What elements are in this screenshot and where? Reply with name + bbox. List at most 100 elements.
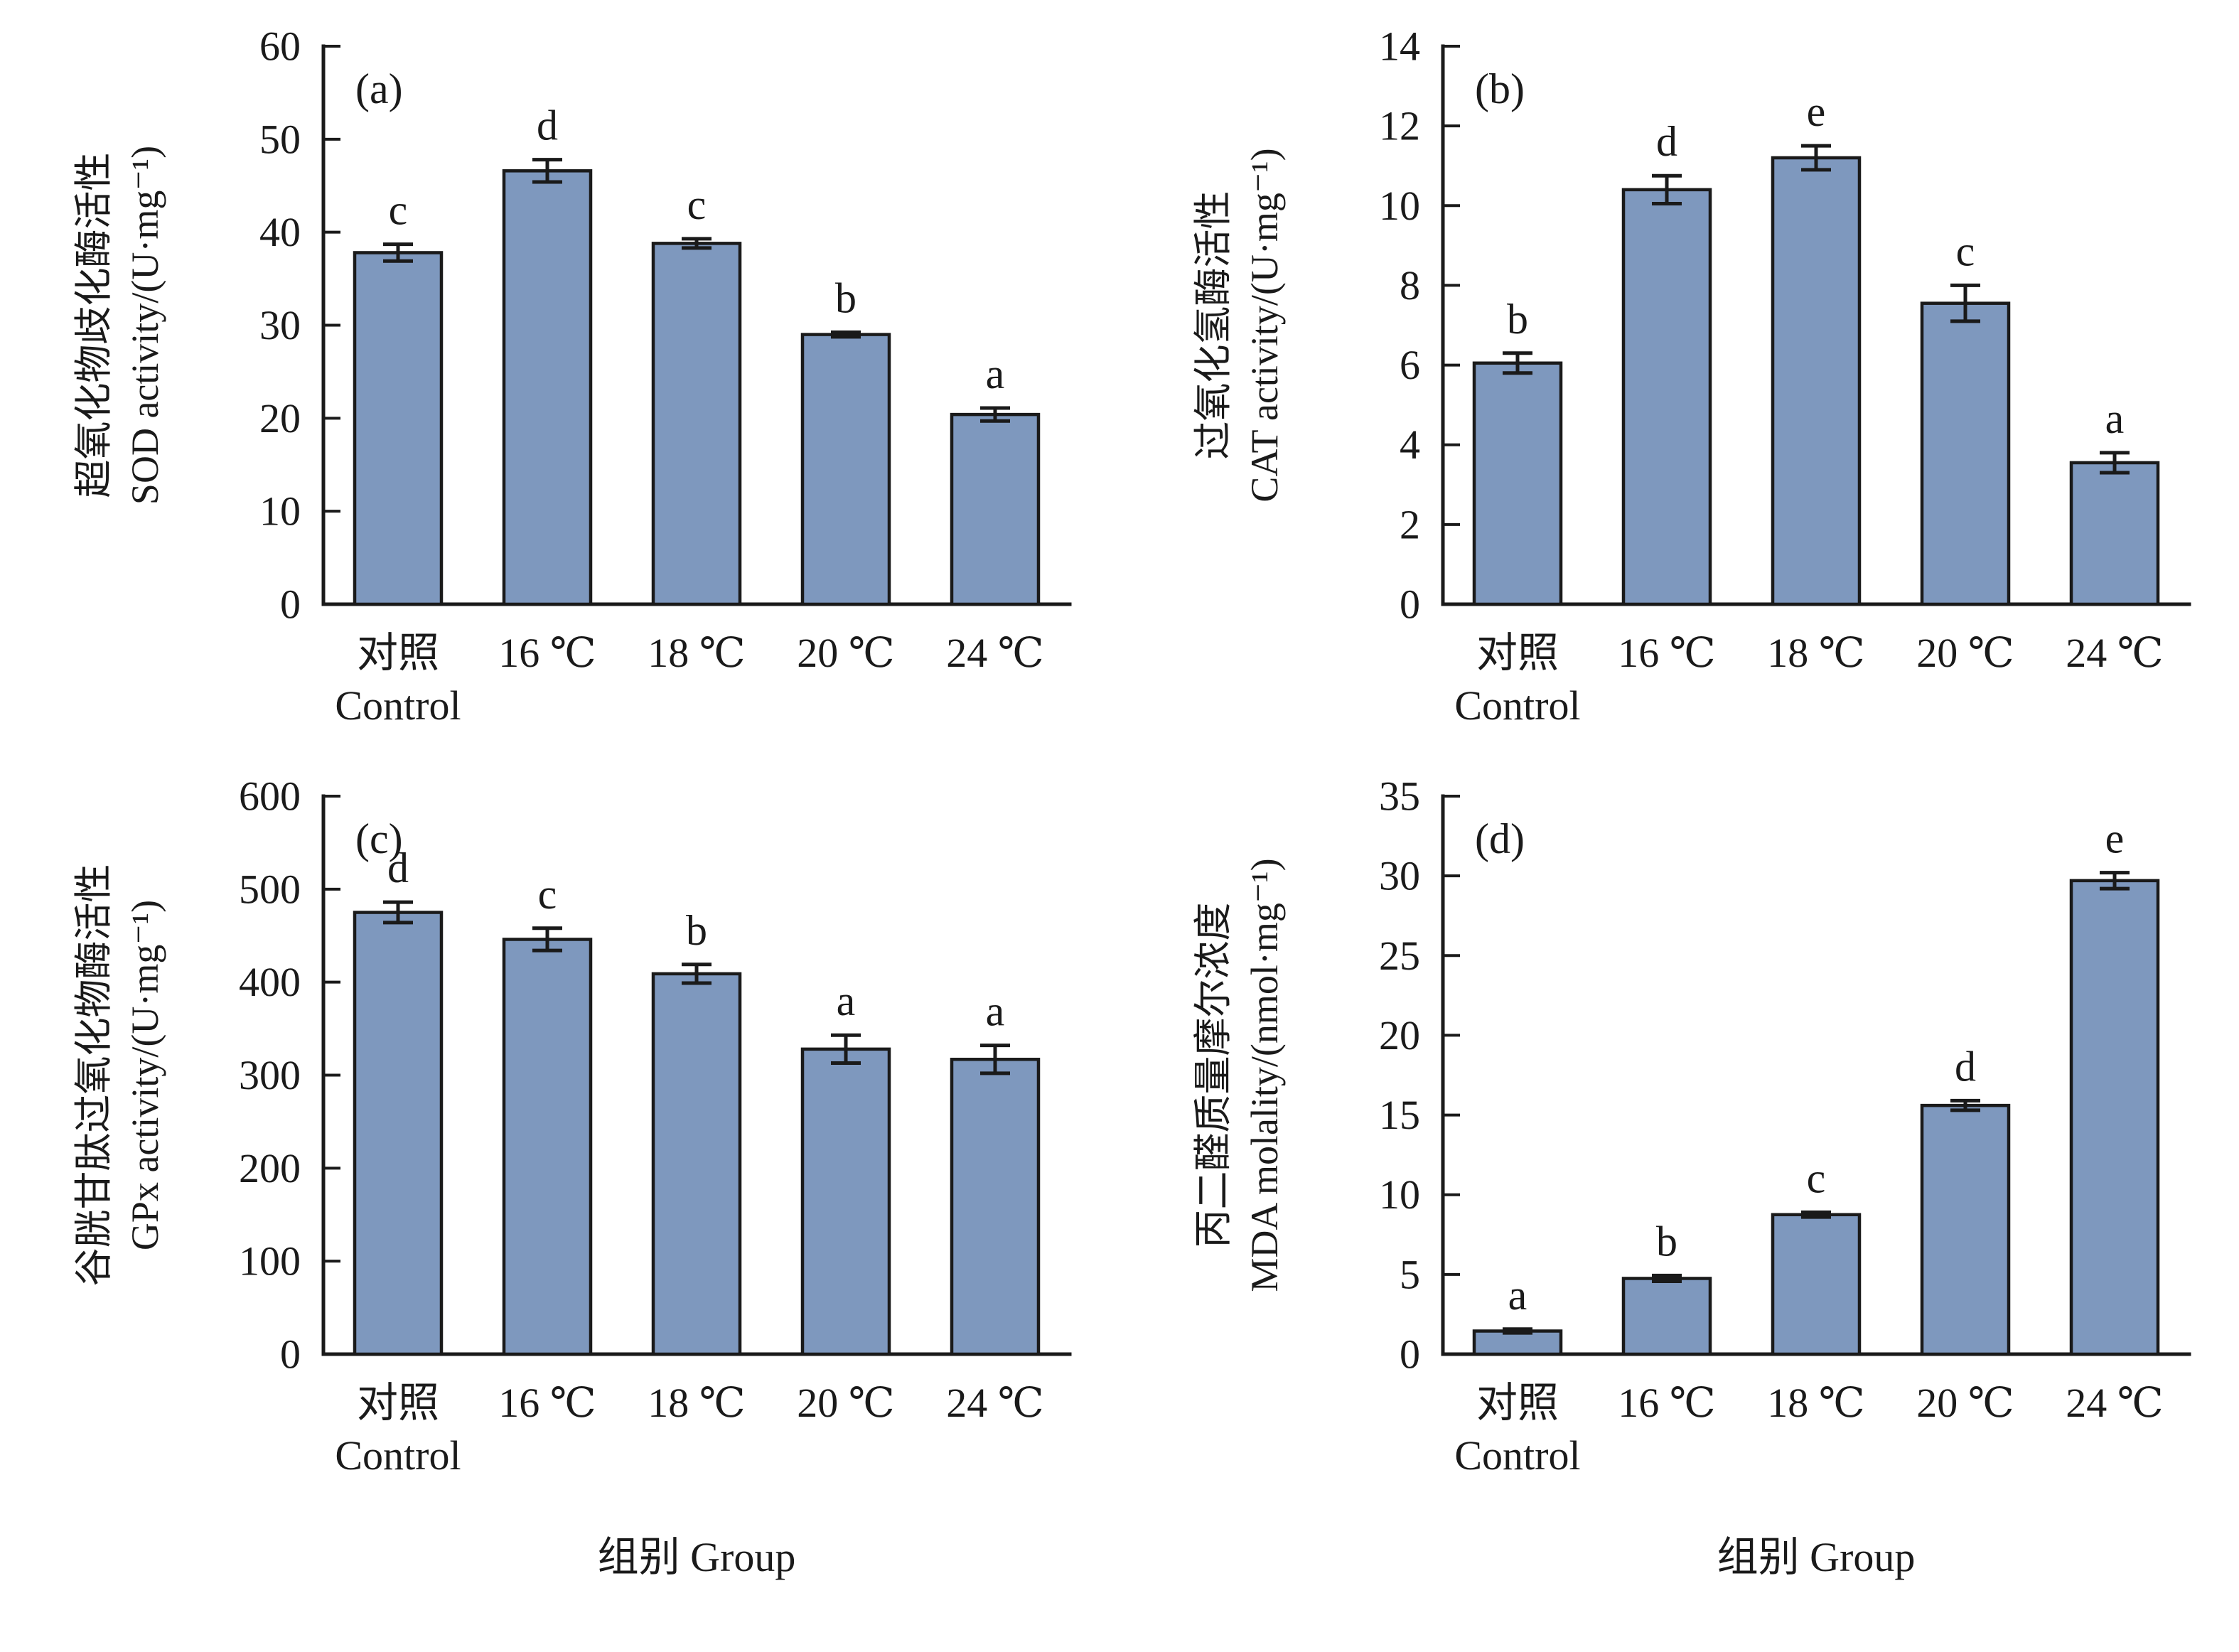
x-tick-label-line2: Control: [335, 1432, 461, 1479]
x-tick-label: 16 ℃: [498, 630, 596, 676]
y-tick-label: 25: [1379, 933, 1420, 979]
x-axis-title: 组别 Group: [598, 1534, 796, 1580]
y-axis-title-zh: 谷胱甘肽过氧化物酶活性: [73, 864, 115, 1287]
significance-letter: c: [1807, 1154, 1826, 1201]
y-axis-title-en: CAT activity/(U·mg⁻¹): [1243, 148, 1286, 502]
y-axis-title-zh: 丙二醛质量摩尔浓度: [1192, 903, 1235, 1248]
y-tick-label: 200: [239, 1145, 301, 1191]
bar: [1472, 1329, 1563, 1356]
y-axis-title-en: GPx activity/(U·mg⁻¹): [124, 900, 166, 1250]
bar: [353, 251, 444, 606]
significance-letter: a: [1508, 1272, 1527, 1319]
y-axis-title-zh: 过氧化氢酶活性: [1192, 191, 1235, 460]
x-tick-label: 18 ℃: [648, 630, 745, 676]
significance-letter: d: [1656, 118, 1677, 165]
significance-letter: a: [986, 988, 1005, 1035]
bar: [1621, 1277, 1712, 1356]
x-tick-label: 24 ℃: [2066, 630, 2163, 676]
significance-letter: b: [686, 907, 707, 954]
y-tick-label: 60: [259, 23, 301, 70]
significance-letter: e: [1807, 88, 1826, 135]
bar: [1771, 1213, 1862, 1356]
y-tick-label: 400: [239, 959, 301, 1005]
y-tick-label: 4: [1400, 422, 1420, 468]
y-tick-label: 12: [1379, 103, 1420, 149]
x-tick-label: 18 ℃: [1767, 1380, 1864, 1426]
significance-letter: a: [986, 350, 1005, 397]
significance-letter: d: [537, 102, 558, 149]
y-axis-title-en: MDA molality/(nmol·mg⁻¹): [1243, 858, 1286, 1292]
significance-letter: d: [387, 844, 409, 891]
significance-letter: d: [1955, 1043, 1976, 1090]
bar: [1920, 301, 2011, 606]
bar: [800, 1047, 891, 1356]
x-tick-label: 20 ℃: [797, 1380, 894, 1426]
significance-letter: c: [1956, 227, 1975, 274]
y-tick-label: 8: [1400, 262, 1420, 309]
panel-d-mda-chart: 丙二醛质量摩尔浓度 MDA molality/(nmol·mg⁻¹) 0 5 10 15 2…: [1120, 771, 2239, 1607]
y-tick-label: 6: [1400, 342, 1420, 388]
bar: [353, 911, 444, 1356]
y-tick-label: 300: [239, 1052, 301, 1098]
y-tick-label: 30: [1379, 853, 1420, 899]
bar: [950, 1058, 1041, 1356]
x-tick-label: 对照: [357, 630, 439, 676]
x-tick-label: 20 ℃: [797, 630, 894, 676]
panel-tag: (a): [355, 65, 403, 112]
significance-letter: a: [837, 977, 856, 1024]
significance-letter: a: [2105, 395, 2125, 442]
x-tick-label: 对照: [1476, 630, 1559, 676]
y-tick-label: 15: [1379, 1092, 1420, 1138]
x-tick-label: 20 ℃: [1916, 630, 2014, 676]
y-tick-label: 20: [259, 395, 301, 441]
y-tick-label: 10: [1379, 183, 1420, 229]
panel-tag: (d): [1475, 815, 1525, 862]
x-tick-label: 24 ℃: [2066, 1380, 2163, 1426]
y-tick-label: 14: [1379, 23, 1420, 70]
antioxidant-enzyme-figure: 超氧化物歧化酶活性 SOD activity/(U·mg⁻¹) 0 10 20 30 40 5…: [0, 21, 2239, 1607]
y-tick-label: 10: [1379, 1171, 1420, 1218]
y-tick-label: 0: [280, 1331, 301, 1378]
bar: [1472, 361, 1563, 606]
y-tick-label: 0: [1400, 1331, 1420, 1378]
significance-letter: b: [1656, 1218, 1677, 1265]
y-tick-label: 35: [1379, 773, 1420, 820]
panel-c-gpx-chart: 谷胱甘肽过氧化物酶活性 GPx activity/(U·mg⁻¹) 0 100 200 3…: [0, 771, 1120, 1607]
x-tick-label-line2: Control: [335, 682, 461, 729]
significance-letter: c: [389, 187, 408, 234]
panel-tag: (c): [355, 815, 403, 862]
y-axis-title: 丙二醛质量摩尔浓度 MDA molality/(nmol·mg⁻¹): [1192, 858, 1286, 1292]
panel-b-cat-chart: 过氧化氢酶活性 CAT activity/(U·mg⁻¹) 0 2 4 6 8 10 12 14 (…: [1120, 21, 2239, 743]
x-tick-label-line2: Control: [1454, 1432, 1580, 1479]
chart-svg: 超氧化物歧化酶活性 SOD activity/(U·mg⁻¹) 0 10 20 30 40 5…: [73, 23, 1072, 729]
significance-letter: e: [2105, 815, 2125, 862]
significance-letter: b: [835, 274, 857, 321]
y-tick-label: 600: [239, 773, 301, 820]
bar: [1771, 156, 1862, 606]
significance-letter: b: [1507, 296, 1528, 343]
y-tick-label: 50: [259, 116, 301, 162]
x-tick-label: 18 ℃: [1767, 630, 1864, 676]
y-axis-title: 过氧化氢酶活性 CAT activity/(U·mg⁻¹): [1192, 148, 1286, 502]
bar: [1621, 188, 1712, 606]
y-tick-label: 20: [1379, 1012, 1420, 1058]
bar: [1920, 1103, 2011, 1356]
significance-letter: c: [687, 181, 707, 228]
bar: [651, 242, 742, 606]
bar: [950, 412, 1041, 606]
bar: [502, 938, 593, 1356]
x-tick-label: 18 ℃: [648, 1380, 745, 1426]
x-tick-label: 24 ℃: [946, 1380, 1043, 1426]
y-tick-label: 100: [239, 1238, 301, 1284]
x-tick-label: 20 ℃: [1916, 1380, 2014, 1426]
chart-svg: 丙二醛质量摩尔浓度 MDA molality/(nmol·mg⁻¹) 0 5 10 15 2…: [1192, 773, 2191, 1580]
y-tick-label: 5: [1400, 1251, 1420, 1297]
x-axis-title: 组别 Group: [1717, 1534, 1916, 1580]
x-tick-label: 16 ℃: [1618, 1380, 1715, 1426]
y-axis-title-zh: 超氧化物歧化酶活性: [73, 153, 115, 498]
y-tick-label: 2: [1400, 501, 1420, 547]
x-tick-label-line2: Control: [1454, 682, 1580, 729]
chart-svg: 谷胱甘肽过氧化物酶活性 GPx activity/(U·mg⁻¹) 0 100 200 3…: [73, 773, 1072, 1580]
y-tick-label: 30: [259, 302, 301, 348]
bar: [2069, 461, 2160, 606]
